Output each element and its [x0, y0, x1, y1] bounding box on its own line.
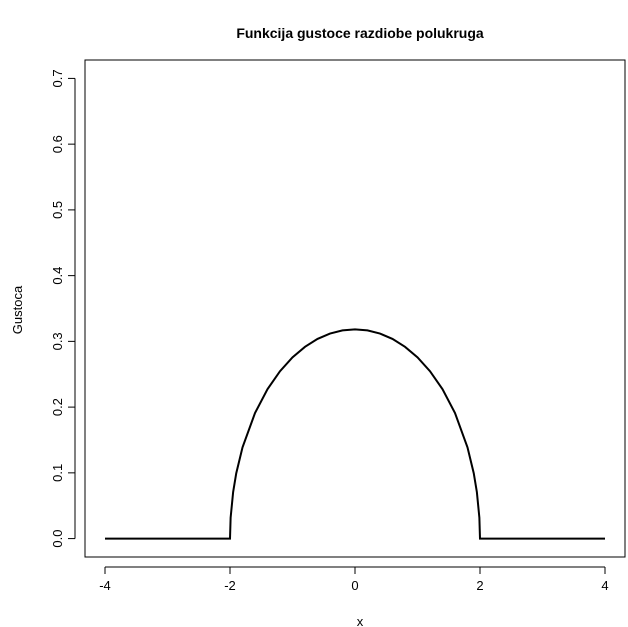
y-tick-label: 0.3 [50, 332, 65, 350]
y-axis-label: Gustoca [10, 285, 25, 334]
density-line [105, 328, 605, 540]
x-tick-label: 0 [351, 578, 358, 593]
y-tick-label: 0.2 [50, 398, 65, 416]
chart-title: Funkcija gustoce razdiobe polukruga [236, 25, 484, 41]
x-tick-label: 2 [476, 578, 483, 593]
y-tick-label: 0.7 [50, 69, 65, 87]
plot-box [84, 59, 626, 558]
y-tick-label: 0.6 [50, 135, 65, 153]
y-tick-label: 0.0 [50, 530, 65, 548]
x-tick-label: -2 [224, 578, 236, 593]
y-tick-label: 0.4 [50, 267, 65, 285]
y-tick-label: 0.1 [50, 464, 65, 482]
x-tick-label: -4 [99, 578, 111, 593]
y-tick-label: 0.5 [50, 201, 65, 219]
x-tick-label: 4 [601, 578, 608, 593]
x-axis-label: x [357, 614, 364, 627]
